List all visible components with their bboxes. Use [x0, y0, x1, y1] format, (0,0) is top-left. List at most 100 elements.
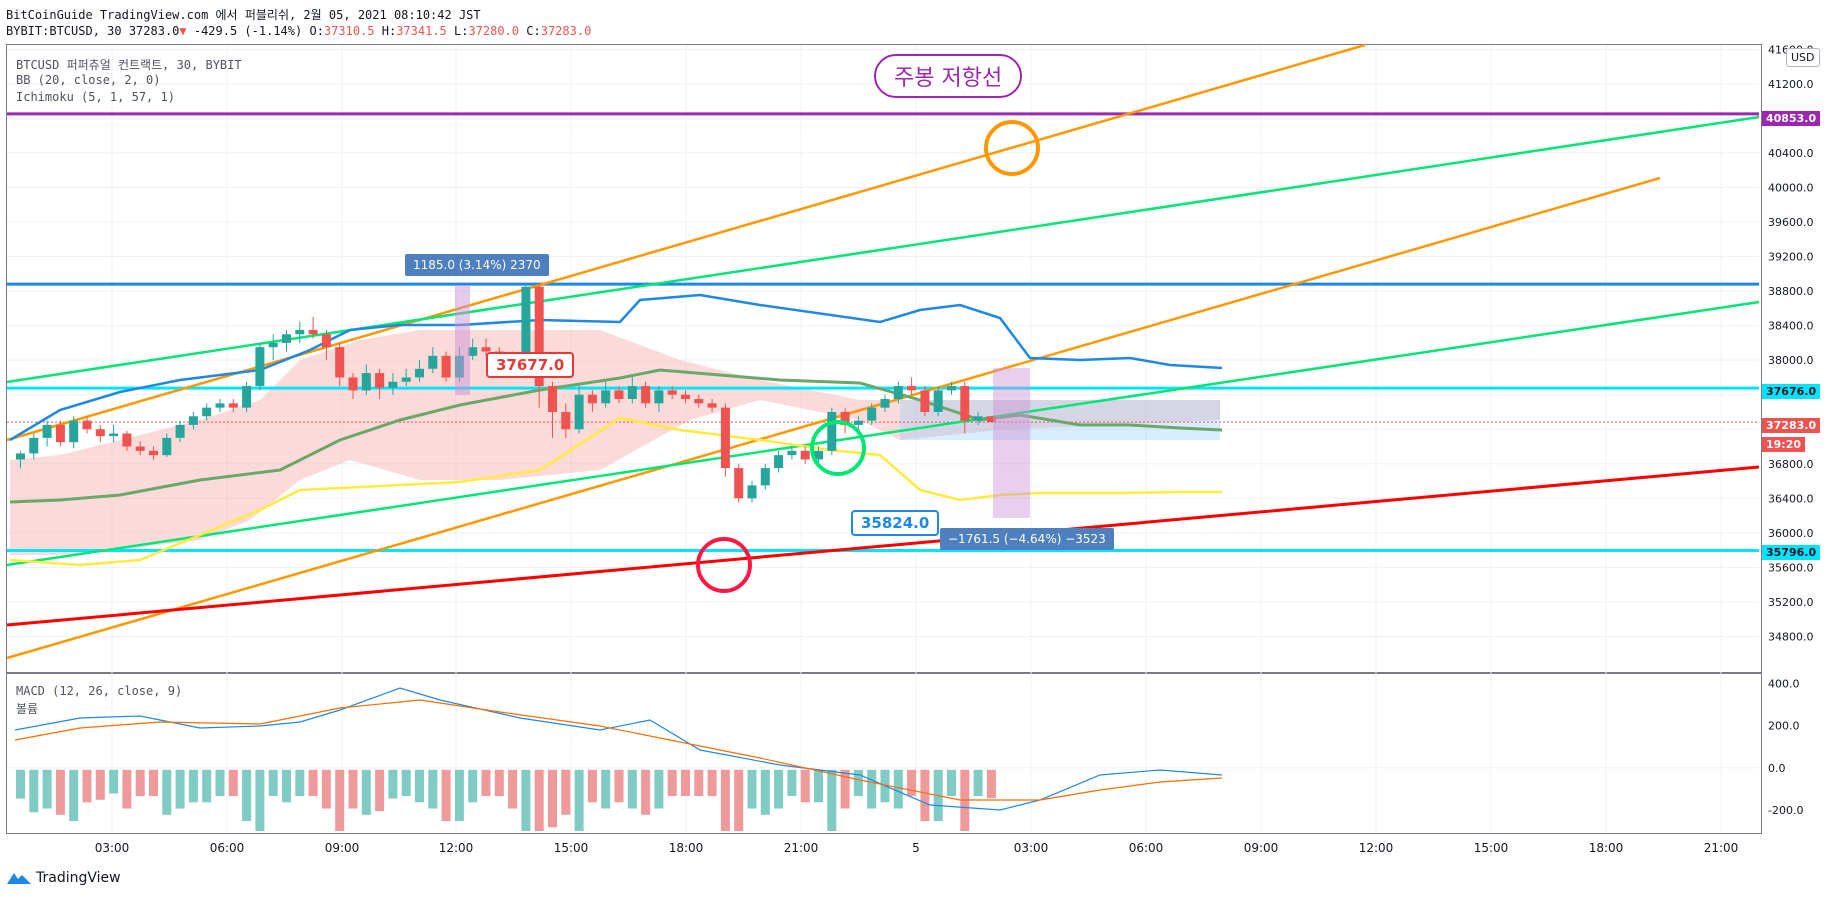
- candle: [787, 450, 797, 456]
- indicator-title[interactable]: BTCUSD 퍼퍼츄얼 컨트랙트, 30, BYBIT: [16, 58, 242, 72]
- indicator-macd[interactable]: MACD (12, 26, close, 9): [16, 684, 183, 698]
- volume-bar: [494, 769, 504, 797]
- volume-bar: [135, 769, 145, 797]
- x-tick-label: 15:00: [1474, 841, 1509, 855]
- volume-bar: [920, 769, 930, 822]
- volume-bar: [893, 769, 903, 809]
- footer-text: TradingView: [36, 870, 121, 886]
- candle: [867, 407, 877, 421]
- candle: [561, 411, 571, 430]
- macd-pane[interactable]: [6, 672, 1762, 834]
- candle: [215, 403, 225, 408]
- y-tick-label: 34800.0: [1768, 630, 1814, 643]
- candle: [82, 420, 92, 430]
- indicator-volume[interactable]: 볼륨: [16, 702, 39, 716]
- symbol-price: BYBIT:BTCUSD, 30 37283.0: [6, 24, 180, 38]
- volume-bar: [508, 769, 518, 809]
- ichimoku-cloud: [10, 330, 1220, 555]
- macd-y-tick-label: -200.0: [1768, 804, 1803, 817]
- price-label-last: 37283.0: [1762, 418, 1821, 433]
- volume-bar: [947, 769, 956, 797]
- x-tick-label: 12:00: [1359, 841, 1394, 855]
- volume-bar: [295, 769, 305, 797]
- candle: [747, 485, 757, 499]
- candle: [308, 329, 318, 335]
- candle: [321, 334, 331, 348]
- candle: [268, 342, 278, 348]
- candle: [361, 373, 371, 391]
- change: -429.5 (-1.14%): [193, 24, 303, 38]
- volume-bar: [760, 769, 770, 815]
- volume-bar: [561, 769, 571, 815]
- volume-bar: [774, 769, 784, 809]
- y-tick-label: 39200.0: [1768, 251, 1814, 264]
- c-label: C:: [526, 24, 541, 38]
- candle: [428, 355, 438, 369]
- x-tick-label: 12:00: [439, 841, 474, 855]
- volume-bar: [16, 769, 25, 799]
- candle: [853, 420, 863, 425]
- indicator-bb[interactable]: BB (20, close, 2, 0): [16, 73, 161, 87]
- candle: [734, 468, 744, 499]
- bb-basis: [9, 368, 1223, 504]
- candle: [242, 386, 252, 408]
- volume-bar: [481, 769, 491, 797]
- currency-button[interactable]: USD: [1786, 48, 1820, 67]
- candle: [986, 416, 996, 423]
- candle: [627, 386, 637, 400]
- x-tick-label: 09:00: [1244, 841, 1279, 855]
- macd-y-tick-label: 400.0: [1768, 678, 1800, 691]
- candle: [827, 411, 837, 451]
- volume-bar: [95, 769, 105, 800]
- footer-logo[interactable]: TradingView: [6, 870, 121, 886]
- x-tick-label: 06:00: [210, 841, 245, 855]
- l-label: L:: [454, 24, 469, 38]
- x-tick-label: 21:00: [784, 841, 819, 855]
- y-tick-label: 36400.0: [1768, 492, 1814, 505]
- smiley-icon: [984, 120, 1040, 176]
- x-tick-label: 18:00: [1589, 841, 1624, 855]
- volume-bar: [282, 769, 291, 803]
- candle: [335, 347, 345, 378]
- signal-line: [14, 699, 1223, 801]
- x-tick-label: 18:00: [669, 841, 704, 855]
- candle: [295, 329, 305, 335]
- sad-face-icon: [696, 537, 752, 593]
- candle: [920, 390, 930, 412]
- volume-bar: [348, 769, 358, 809]
- candle: [601, 390, 611, 404]
- candle: [388, 381, 398, 388]
- countdown-label: 19:20: [1762, 437, 1806, 452]
- volume-bar: [321, 769, 331, 809]
- candle: [973, 416, 983, 421]
- volume-bar: [82, 769, 92, 803]
- candle: [95, 429, 105, 437]
- candle: [149, 450, 158, 456]
- price-bubble-high: 37677.0: [486, 352, 575, 378]
- y-tick-label: 38000.0: [1768, 354, 1814, 367]
- volume-bar: [747, 769, 757, 809]
- volume-bar: [69, 769, 79, 822]
- y-tick-label: 35200.0: [1768, 596, 1814, 609]
- macd-y-tick-label: 0.0: [1768, 762, 1786, 775]
- candle: [69, 420, 79, 443]
- volume-bar: [375, 769, 385, 812]
- price-bubble-low: 35824.0: [851, 510, 940, 536]
- volume-bar: [867, 769, 877, 809]
- volume-bar: [534, 769, 544, 831]
- main-pane[interactable]: [6, 44, 1762, 674]
- price-label-cyan-top: 37676.0: [1762, 384, 1821, 399]
- candle: [228, 403, 238, 408]
- candle: [814, 450, 823, 460]
- low-value: 37280.0: [468, 24, 520, 38]
- candle: [375, 373, 385, 388]
- volume-bar: [401, 769, 411, 797]
- measure-box-up: [455, 285, 470, 395]
- indicator-ichimoku[interactable]: Ichimoku (5, 1, 57, 1): [16, 90, 175, 104]
- volume-bar: [574, 769, 584, 831]
- x-tick-label: 15:00: [554, 841, 589, 855]
- volume-bar: [907, 769, 917, 797]
- resistance-callout: 주봉 저항선: [874, 54, 1023, 98]
- o-label: O:: [309, 24, 324, 38]
